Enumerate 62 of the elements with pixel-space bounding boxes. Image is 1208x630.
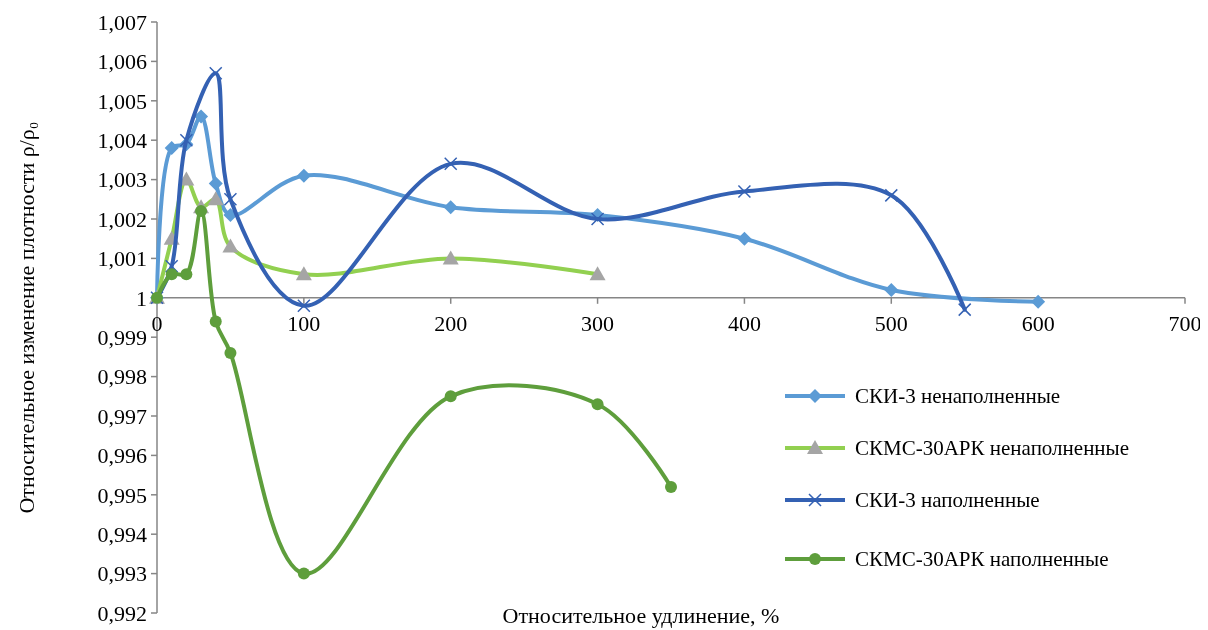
point [1031,294,1046,309]
point [884,282,899,297]
point [443,157,458,171]
y-tick-label: 0,994 [97,521,147,547]
point [164,259,179,274]
point [164,141,179,156]
point [297,298,311,313]
point [223,192,238,207]
point [208,176,223,191]
point [224,346,237,359]
point [180,268,193,281]
legend-label: СКИ-3 наполненные [855,488,1040,513]
point [665,480,677,493]
x-tick-label: 200 [434,310,468,336]
y-tick-label: 0,992 [97,600,147,626]
point [194,109,209,124]
y-tick-label: 1,005 [97,88,147,114]
point [591,398,604,411]
y-tick-label: 0,997 [97,403,147,429]
y-tick-label: 0,998 [97,364,147,390]
point [442,250,459,265]
point [589,266,606,281]
point [443,200,458,215]
y-tick-label: 1,002 [97,206,147,232]
y-tick-label: 0,993 [97,561,147,587]
point [179,133,194,147]
point [295,266,312,281]
point [195,205,208,218]
legend-label: СКМС-30АРК ненаполненные [855,436,1130,461]
legend-label: СКИ-3 ненаполненные [855,384,1061,409]
point [590,212,605,226]
point [444,390,457,403]
point [737,231,752,246]
legend-label: СКМС-30АРК наполненные [855,547,1109,572]
point [297,567,310,580]
x-tick-label: 0 [151,310,163,336]
y-tick-label: 1,001 [97,246,147,272]
y-tick-label: 0,995 [97,482,147,508]
x-tick-label: 500 [874,310,908,336]
x-tick-label: 700 [1168,310,1202,336]
point [296,168,311,183]
point [737,184,752,199]
point [209,315,222,328]
y-tick-label: 1 [136,285,147,311]
x-tick-label: 300 [581,310,615,336]
y-tick-label: 0,999 [97,324,147,350]
x-tick-label: 100 [287,310,321,336]
point [165,268,178,281]
y-tick-label: 1,007 [97,9,147,35]
point [207,191,224,206]
x-tick-label: 400 [727,310,761,336]
y-axis-title: Относительное изменение плотности ρ/ρ₀ [14,121,39,514]
y-tick-label: 1,003 [97,167,147,193]
y-tick-label: 1,006 [97,49,147,75]
x-tick-label: 600 [1021,310,1055,336]
point [208,66,223,80]
y-tick-label: 0,996 [97,443,147,469]
y-tick-label: 1,004 [97,127,147,153]
x-axis-title: Относительное удлинение, % [502,603,780,628]
point [884,188,899,203]
point [957,302,972,317]
point [222,238,239,253]
